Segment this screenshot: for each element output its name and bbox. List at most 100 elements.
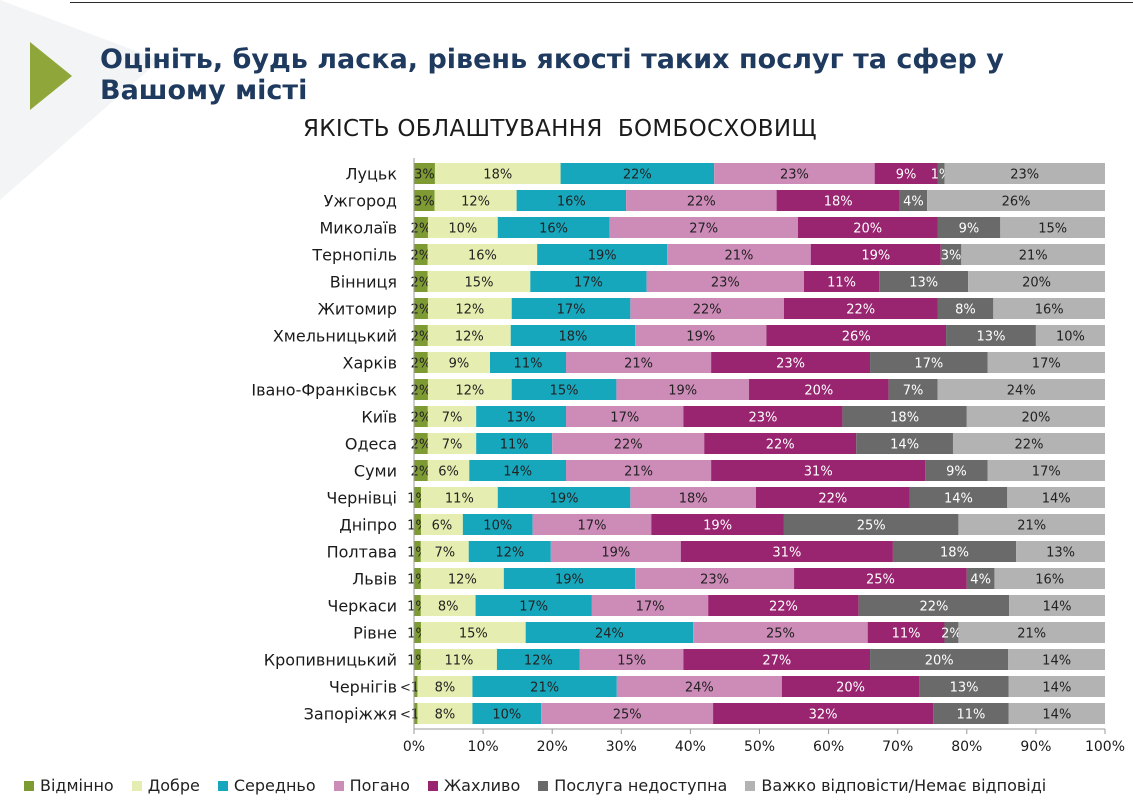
data-label: 8%	[435, 708, 456, 723]
data-label: 17%	[574, 276, 603, 291]
bar-segment	[550, 541, 681, 562]
bar-segment	[937, 298, 994, 319]
data-label: 2%	[411, 357, 432, 372]
data-label: 2%	[411, 222, 432, 237]
bar-segment	[414, 595, 421, 616]
legend-swatch	[333, 780, 344, 791]
bar-segment	[651, 514, 784, 535]
bar-segment	[420, 622, 526, 643]
bar-segment	[683, 649, 871, 670]
x-tick-label: 20%	[537, 739, 568, 755]
data-label: 18%	[483, 168, 512, 183]
bar-segment	[756, 487, 910, 508]
data-label: 11%	[892, 627, 921, 642]
legend-item: Відмінно	[24, 776, 114, 795]
bar-segment	[927, 190, 1105, 211]
bar-segment	[414, 271, 428, 292]
data-label: 20%	[836, 681, 865, 696]
bar-segment	[420, 541, 469, 562]
data-label: 10%	[483, 519, 512, 534]
data-label: 22%	[769, 600, 798, 615]
data-label: 21%	[624, 465, 653, 480]
data-label: 22%	[846, 303, 875, 318]
data-label: 14%	[1042, 654, 1071, 669]
data-label: 12%	[495, 546, 524, 561]
data-label: 27%	[689, 222, 718, 237]
bar-segment	[427, 433, 477, 454]
bar-segment	[867, 622, 945, 643]
data-label: 17%	[914, 357, 943, 372]
data-label: 17%	[1032, 357, 1061, 372]
bar-segment	[958, 514, 1105, 535]
legend-label: Середньо	[233, 776, 316, 795]
bar-segment	[646, 271, 804, 292]
category-label: Запоріжжя	[304, 705, 397, 724]
bar-segment	[414, 676, 418, 697]
data-label: 20%	[853, 222, 882, 237]
data-label: 18%	[679, 492, 708, 507]
bar-segment	[987, 460, 1105, 481]
bar-segment	[810, 244, 941, 265]
data-label: 12%	[455, 384, 484, 399]
category-label: Тернопіль	[311, 246, 397, 265]
bar-segment	[1000, 217, 1105, 238]
data-label: 9%	[449, 357, 470, 372]
bar-segment	[946, 325, 1036, 346]
bar-segment	[933, 703, 1009, 724]
data-label: 2%	[411, 249, 432, 264]
data-label: 2%	[411, 411, 432, 426]
bar-segment	[472, 703, 542, 724]
data-label: 8%	[435, 681, 456, 696]
bar-segment	[591, 595, 709, 616]
category-label: Миколаїв	[319, 219, 397, 238]
data-label: 2%	[941, 627, 962, 642]
x-tick-label: 50%	[744, 739, 775, 755]
bar-segment	[870, 352, 988, 373]
data-label: 15%	[550, 384, 579, 399]
bar-segment	[427, 379, 512, 400]
data-label: 11%	[445, 492, 474, 507]
data-label: 14%	[1043, 600, 1072, 615]
bar-segment	[842, 406, 967, 427]
bar-segment	[626, 190, 777, 211]
bar-segment	[530, 271, 647, 292]
bar-segment	[899, 190, 928, 211]
x-tick-label: 90%	[1020, 739, 1051, 755]
bar-segment	[503, 568, 636, 589]
category-label: Ужгород	[324, 192, 397, 211]
bar-segment	[874, 163, 938, 184]
category-label: Вінниця	[330, 273, 397, 292]
bar-segment	[414, 163, 435, 184]
bar-segment	[776, 190, 900, 211]
bar-segment	[714, 163, 875, 184]
bar-segment	[667, 244, 811, 265]
data-label: 22%	[920, 600, 949, 615]
data-label: 16%	[1035, 573, 1064, 588]
data-label: 22%	[1015, 438, 1044, 453]
bar-segment	[414, 325, 428, 346]
bar-segment	[525, 622, 694, 643]
data-label: 15%	[465, 276, 494, 291]
bar-segment	[937, 217, 1001, 238]
bar-segment	[476, 433, 553, 454]
bar-segment	[711, 352, 871, 373]
bar-segment	[511, 298, 631, 319]
data-label: 4%	[970, 573, 991, 588]
data-label: 21%	[1019, 249, 1048, 264]
data-label: 10%	[448, 222, 477, 237]
data-label: 24%	[595, 627, 624, 642]
bar-segment	[616, 676, 782, 697]
bar-segment	[1008, 649, 1105, 670]
data-label: 9%	[896, 168, 917, 183]
data-label: 19%	[686, 330, 715, 345]
bar-segment	[1035, 325, 1105, 346]
bar-segment	[427, 271, 531, 292]
x-tick-label: 30%	[606, 739, 637, 755]
bar-segment	[417, 703, 473, 724]
bar-segment	[630, 298, 784, 319]
data-label: 21%	[530, 681, 559, 696]
bar-segment	[879, 271, 969, 292]
bar-segment	[609, 217, 798, 238]
bar-segment	[510, 325, 636, 346]
data-label: 19%	[668, 384, 697, 399]
